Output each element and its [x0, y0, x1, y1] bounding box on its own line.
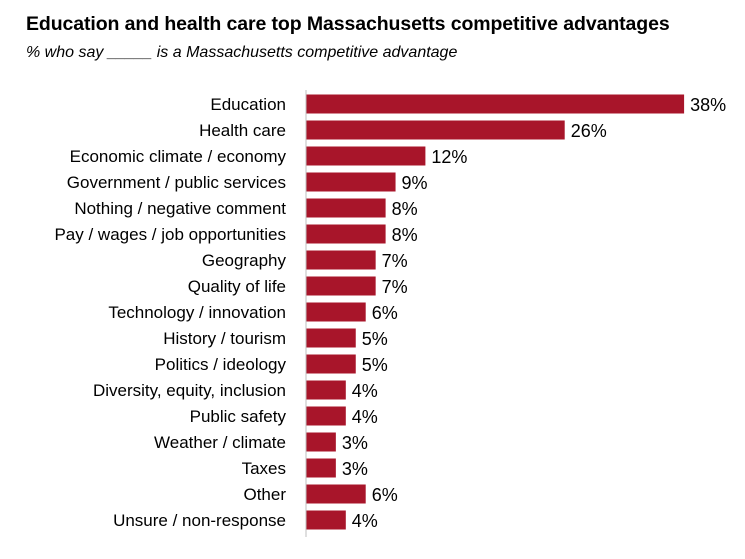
category-label: History / tourism — [163, 329, 286, 348]
bar — [306, 510, 346, 530]
data-label: 6% — [372, 303, 398, 323]
data-label: 8% — [392, 199, 418, 219]
chart-subtitle: % who say _____ is a Massachusetts compe… — [26, 44, 458, 61]
bar — [306, 120, 565, 140]
data-label: 9% — [402, 173, 428, 193]
data-label: 7% — [382, 251, 408, 271]
category-label: Public safety — [190, 407, 287, 426]
category-label: Diversity, equity, inclusion — [93, 381, 286, 400]
data-label: 5% — [362, 329, 388, 349]
category-label: Other — [243, 485, 286, 504]
data-label: 6% — [372, 485, 398, 505]
bar — [306, 458, 336, 478]
category-label: Politics / ideology — [155, 355, 287, 374]
bar — [306, 94, 685, 114]
category-label: Health care — [199, 121, 286, 140]
bar — [306, 354, 356, 374]
bar — [306, 432, 336, 452]
category-label: Government / public services — [67, 173, 286, 192]
bar — [306, 406, 346, 426]
data-label: 4% — [352, 381, 378, 401]
chart-title: Education and health care top Massachuse… — [26, 13, 670, 35]
data-label: 7% — [382, 277, 408, 297]
data-label: 8% — [392, 225, 418, 245]
category-label: Geography — [202, 251, 287, 270]
category-label: Economic climate / economy — [70, 147, 287, 166]
category-label: Quality of life — [188, 277, 286, 296]
category-label: Taxes — [242, 459, 286, 478]
category-label: Nothing / negative comment — [74, 199, 286, 218]
bar — [306, 380, 346, 400]
bar — [306, 224, 386, 244]
bar — [306, 276, 376, 296]
data-label: 4% — [352, 407, 378, 427]
bar — [306, 198, 386, 218]
category-label: Education — [210, 95, 286, 114]
data-label: 5% — [362, 355, 388, 375]
data-label: 12% — [431, 147, 467, 167]
bar — [306, 302, 366, 322]
category-label: Pay / wages / job opportunities — [54, 225, 286, 244]
bar — [306, 484, 366, 504]
data-label: 26% — [571, 121, 607, 141]
bar — [306, 328, 356, 348]
category-label: Unsure / non-response — [113, 511, 286, 530]
data-label: 3% — [342, 433, 368, 453]
data-label: 3% — [342, 459, 368, 479]
bar — [306, 172, 396, 192]
bar — [306, 146, 426, 166]
category-label: Technology / innovation — [108, 303, 286, 322]
data-label: 38% — [690, 95, 726, 115]
data-label: 4% — [352, 511, 378, 531]
bars-layer: Education 38% Health care 26% Economic clima… — [54, 94, 726, 531]
bar — [306, 250, 376, 270]
category-label: Weather / climate — [154, 433, 286, 452]
